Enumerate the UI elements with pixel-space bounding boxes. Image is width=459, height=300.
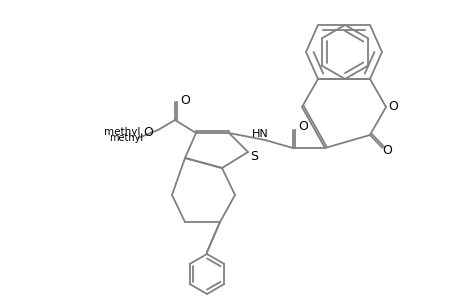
Text: S: S (249, 149, 257, 163)
Text: methyl: methyl (109, 133, 143, 143)
Text: O: O (297, 121, 307, 134)
Text: O: O (387, 100, 397, 113)
Text: HN: HN (251, 129, 268, 139)
Text: O: O (179, 94, 190, 106)
Text: O: O (382, 145, 392, 158)
Text: methyl: methyl (103, 127, 140, 137)
Text: O: O (143, 125, 153, 139)
